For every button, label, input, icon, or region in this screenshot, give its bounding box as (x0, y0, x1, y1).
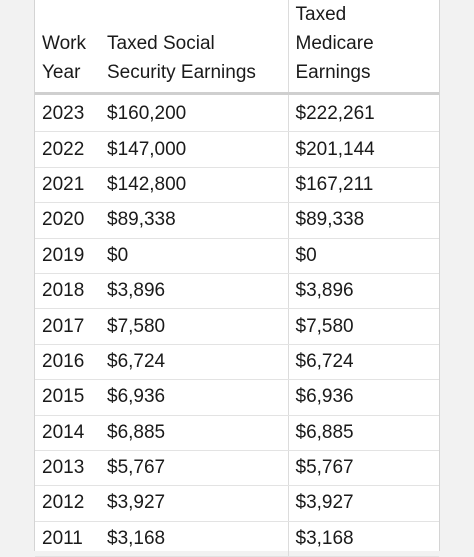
cell-work-year: 2013 (35, 450, 100, 487)
cell-medicare: $5,767 (287, 450, 439, 487)
table-row: 2018 $3,896 $3,896 (35, 273, 439, 310)
cell-social-security: $142,800 (100, 167, 288, 204)
header-social-security: Taxed Social Security Earnings (100, 0, 288, 95)
cell-work-year: 2017 (35, 308, 100, 345)
cell-social-security: $0 (100, 238, 288, 274)
cell-medicare: $0 (287, 238, 439, 274)
earnings-table-card: Work Year Taxed Social Security Earnings… (34, 0, 440, 557)
cell-social-security: $3,896 (100, 273, 288, 310)
cell-medicare: $6,936 (287, 379, 439, 416)
cell-medicare: $89,338 (287, 202, 439, 239)
header-row: Work Year Taxed Social Security Earnings… (35, 0, 439, 95)
table-header: Work Year Taxed Social Security Earnings… (35, 0, 439, 95)
cell-work-year: 2023 (35, 93, 100, 133)
table-row: 2012 $3,927 $3,927 (35, 485, 439, 522)
header-work-year-line-1: Work (42, 33, 86, 54)
cell-medicare: $3,168 (287, 521, 439, 557)
cell-social-security: $89,338 (100, 202, 288, 239)
header-social-security-line-1: Taxed Social (107, 33, 215, 54)
cell-social-security: $3,168 (100, 521, 288, 557)
cell-work-year: 2012 (35, 485, 100, 522)
header-medicare: Taxed Medicare Earnings (287, 0, 439, 95)
cell-work-year: 2022 (35, 131, 100, 168)
cell-social-security: $147,000 (100, 131, 288, 168)
cell-social-security: $160,200 (100, 93, 288, 133)
table-row: 2023 $160,200 $222,261 (35, 93, 439, 133)
header-work-year: Work Year (35, 0, 100, 95)
cell-social-security: $6,936 (100, 379, 288, 416)
cell-work-year: 2016 (35, 344, 100, 381)
header-work-year-line-2: Year (42, 62, 81, 83)
cell-medicare: $6,885 (287, 415, 439, 451)
table-row: 2016 $6,724 $6,724 (35, 344, 439, 381)
table-row: 2021 $142,800 $167,211 (35, 167, 439, 204)
table-row: 2022 $147,000 $201,144 (35, 131, 439, 168)
cell-social-security: $6,724 (100, 344, 288, 381)
cell-work-year: 2018 (35, 273, 100, 310)
earnings-table: Work Year Taxed Social Security Earnings… (35, 0, 439, 557)
cell-work-year: 2019 (35, 238, 100, 274)
header-medicare-line-3: Earnings (295, 62, 371, 83)
header-medicare-line-2: Medicare (295, 33, 374, 54)
table-row: 2014 $6,885 $6,885 (35, 415, 439, 451)
cell-social-security: $3,927 (100, 485, 288, 522)
cell-social-security: $6,885 (100, 415, 288, 451)
table-row: 2020 $89,338 $89,338 (35, 202, 439, 239)
cell-medicare: $201,144 (287, 131, 439, 168)
table-row: 2017 $7,580 $7,580 (35, 308, 439, 345)
cell-work-year: 2015 (35, 379, 100, 416)
cell-work-year: 2021 (35, 167, 100, 204)
cell-work-year: 2011 (35, 521, 100, 557)
cell-medicare: $222,261 (287, 93, 439, 133)
cell-medicare: $3,927 (287, 485, 439, 522)
table-body: 2023 $160,200 $222,261 2022 $147,000 $201,144… (35, 93, 439, 557)
table-row: 2011 $3,168 $3,168 (35, 521, 439, 557)
header-medicare-line-1: Taxed (295, 4, 347, 25)
table-row: 2019 $0 $0 (35, 238, 439, 274)
cell-social-security: $5,767 (100, 450, 288, 487)
cell-work-year: 2020 (35, 202, 100, 239)
cell-social-security: $7,580 (100, 308, 288, 345)
table-row: 2013 $5,767 $5,767 (35, 450, 439, 487)
cell-medicare: $167,211 (287, 167, 439, 204)
cell-medicare: $6,724 (287, 344, 439, 381)
cell-medicare: $7,580 (287, 308, 439, 345)
header-social-security-line-2: Security Earnings (107, 62, 256, 83)
cell-work-year: 2014 (35, 415, 100, 451)
table-row: 2015 $6,936 $6,936 (35, 379, 439, 416)
cell-medicare: $3,896 (287, 273, 439, 310)
